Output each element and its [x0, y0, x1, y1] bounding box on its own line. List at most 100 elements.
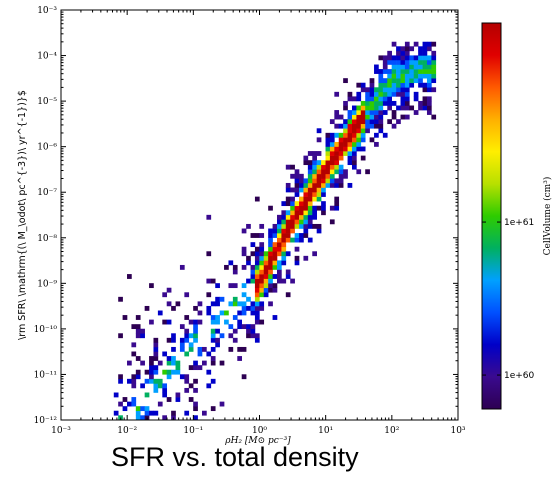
heatmap-cell [276, 228, 282, 234]
heatmap-cell [338, 178, 344, 184]
heatmap-cell [272, 242, 278, 248]
heatmap-cell [246, 296, 251, 302]
heatmap-cell [149, 378, 154, 384]
heatmap-cell [382, 78, 388, 84]
heatmap-cell [237, 324, 243, 330]
heatmap-cell [263, 278, 269, 284]
heatmap-cell [329, 155, 335, 161]
heatmap-cell [338, 155, 344, 161]
heatmap-cell [135, 410, 141, 416]
heatmap-cell [232, 337, 238, 343]
heatmap-cell [303, 210, 309, 216]
heatmap-cell [232, 269, 238, 275]
heatmap-cell [259, 269, 265, 275]
heatmap-cell [338, 132, 344, 138]
heatmap-cell [268, 251, 273, 257]
heatmap-cell [382, 132, 388, 138]
heatmap-cell [303, 178, 309, 184]
heatmap-cell [166, 397, 172, 402]
heatmap-cell [329, 141, 335, 147]
heatmap-cell [391, 114, 397, 120]
heatmap-cell [219, 360, 225, 366]
heatmap-cell [281, 228, 287, 234]
heatmap-cell [232, 296, 238, 302]
heatmap-cell [431, 41, 437, 47]
heatmap-cell [188, 342, 194, 348]
heatmap-cell [259, 283, 265, 289]
heatmap-cell [382, 59, 388, 65]
heatmap-cell [316, 182, 322, 188]
heatmap-cell [237, 310, 243, 316]
heatmap-cell [356, 141, 362, 147]
heatmap-cell [418, 82, 423, 88]
heatmap-cell [347, 119, 353, 125]
heatmap-cell [206, 351, 212, 357]
heatmap-cell [299, 237, 304, 243]
heatmap-cell [232, 283, 238, 289]
heatmap-cell [387, 82, 392, 88]
heatmap-cell [316, 223, 322, 229]
heatmap-cell [250, 328, 256, 334]
heatmap-cell [294, 233, 300, 238]
heatmap-cell [184, 387, 190, 393]
heatmap-cell [149, 365, 154, 371]
heatmap-cell [210, 319, 216, 325]
heatmap-cell [171, 410, 176, 416]
heatmap-cell [202, 410, 207, 416]
heatmap-cell [206, 305, 212, 311]
heatmap-cell [338, 164, 344, 170]
heatmap-cell [193, 360, 198, 366]
heatmap-cell [250, 233, 256, 238]
heatmap-cell [166, 319, 172, 325]
heatmap-cell [431, 114, 437, 120]
heatmap-cell [321, 187, 326, 193]
heatmap-cell [418, 105, 423, 111]
heatmap-cell [193, 324, 198, 330]
heatmap-cell [281, 255, 287, 261]
heatmap-cell [272, 287, 278, 293]
heatmap-cell [290, 237, 295, 243]
heatmap-cell [391, 91, 397, 97]
heatmap-cell [157, 401, 163, 407]
heatmap-cell [321, 173, 326, 179]
heatmap-cell [272, 283, 278, 289]
heatmap-cell [382, 91, 388, 97]
heatmap-cell [312, 182, 317, 188]
heatmap-cell [312, 169, 317, 175]
heatmap-cell [396, 78, 401, 84]
heatmap-cell [387, 100, 392, 106]
heatmap-cell [426, 110, 432, 115]
heatmap-cell [312, 214, 317, 220]
heatmap-cell [307, 196, 313, 202]
heatmap-cell [149, 374, 154, 380]
heatmap-cell [215, 301, 220, 307]
heatmap-cell [338, 141, 344, 147]
heatmap-cell [166, 374, 172, 380]
heatmap-cell [272, 260, 278, 266]
heatmap-cell [285, 210, 291, 216]
heatmap-cell [175, 360, 181, 366]
heatmap-cell [259, 319, 265, 325]
heatmap-cell [290, 210, 295, 216]
heatmap-cell [356, 91, 362, 97]
heatmap-cell [263, 274, 269, 279]
heatmap-cell [307, 219, 313, 225]
heatmap-cell [378, 87, 384, 93]
heatmap-cell [206, 369, 212, 375]
heatmap-cell [413, 110, 419, 115]
heatmap-cell [303, 233, 309, 238]
heatmap-cell [263, 287, 269, 293]
heatmap-cell [281, 260, 287, 266]
heatmap-cell [356, 114, 362, 120]
heatmap-cell [334, 132, 340, 138]
heatmap-cell [166, 369, 172, 375]
heatmap-cell [413, 59, 419, 65]
heatmap-cell [378, 128, 384, 134]
heatmap-cell [206, 278, 212, 284]
heatmap-cell [418, 78, 423, 84]
heatmap-cell [365, 87, 370, 93]
heatmap-cell [259, 305, 265, 311]
heatmap-cell [184, 410, 190, 416]
heatmap-cell [400, 55, 406, 61]
